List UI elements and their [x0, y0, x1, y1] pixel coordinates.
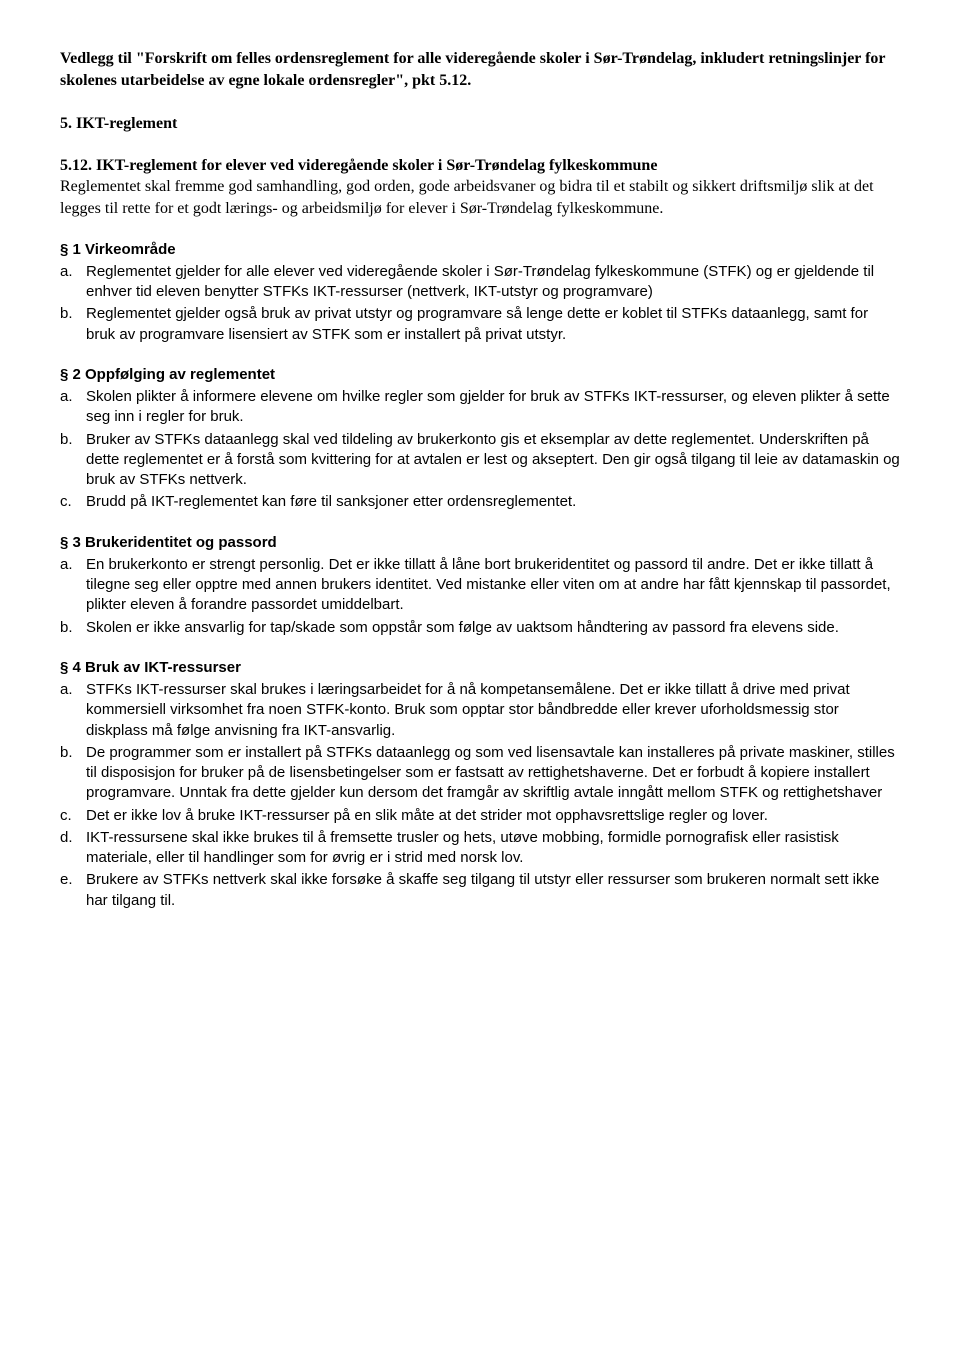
list-item: b.Reglementet gjelder også bruk av priva… [60, 304, 900, 345]
list-text: Brudd på IKT-reglementet kan føre til sa… [86, 492, 900, 512]
list-text: Skolen er ikke ansvarlig for tap/skade s… [86, 618, 900, 638]
list-item: a.Skolen plikter å informere elevene om … [60, 387, 900, 428]
list-item: b.Skolen er ikke ansvarlig for tap/skade… [60, 618, 900, 638]
list-item: c.Brudd på IKT-reglementet kan føre til … [60, 492, 900, 512]
list-marker: a. [60, 387, 86, 428]
s4-heading: § 4 Bruk av IKT-ressurser [60, 658, 900, 678]
s1-heading: § 1 Virkeområde [60, 240, 900, 260]
list-marker: c. [60, 492, 86, 512]
list-item: e.Brukere av STFKs nettverk skal ikke fo… [60, 870, 900, 911]
section512-heading: 5.12. IKT-reglement for elever ved vider… [60, 155, 900, 177]
list-text: En brukerkonto er strengt personlig. Det… [86, 555, 900, 616]
list-text: Det er ikke lov å bruke IKT-ressurser på… [86, 806, 900, 826]
list-item: b.Bruker av STFKs dataanlegg skal ved ti… [60, 430, 900, 491]
list-text: IKT-ressursene skal ikke brukes til å fr… [86, 828, 900, 869]
list-marker: e. [60, 870, 86, 911]
list-marker: b. [60, 430, 86, 491]
list-marker: b. [60, 618, 86, 638]
list-marker: b. [60, 743, 86, 804]
list-text: Reglementet gjelder for alle elever ved … [86, 262, 900, 303]
list-item: a.Reglementet gjelder for alle elever ve… [60, 262, 900, 303]
list-item: a.STFKs IKT-ressurser skal brukes i læri… [60, 680, 900, 741]
list-text: Reglementet gjelder også bruk av privat … [86, 304, 900, 345]
list-item: c.Det er ikke lov å bruke IKT-ressurser … [60, 806, 900, 826]
list-text: Brukere av STFKs nettverk skal ikke fors… [86, 870, 900, 911]
list-item: b.De programmer som er installert på STF… [60, 743, 900, 804]
section5-heading: 5. IKT-reglement [60, 113, 900, 135]
list-marker: a. [60, 555, 86, 616]
list-marker: d. [60, 828, 86, 869]
list-marker: c. [60, 806, 86, 826]
s3-heading: § 3 Brukeridentitet og passord [60, 533, 900, 553]
list-marker: b. [60, 304, 86, 345]
list-text: De programmer som er installert på STFKs… [86, 743, 900, 804]
list-marker: a. [60, 262, 86, 303]
list-item: d.IKT-ressursene skal ikke brukes til å … [60, 828, 900, 869]
intro-text: Reglementet skal fremme god samhandling,… [60, 176, 900, 219]
list-item: a.En brukerkonto er strengt personlig. D… [60, 555, 900, 616]
list-text: Bruker av STFKs dataanlegg skal ved tild… [86, 430, 900, 491]
s2-heading: § 2 Oppfølging av reglementet [60, 365, 900, 385]
list-marker: a. [60, 680, 86, 741]
list-text: STFKs IKT-ressurser skal brukes i læring… [86, 680, 900, 741]
header-title: Vedlegg til "Forskrift om felles ordensr… [60, 48, 900, 91]
list-text: Skolen plikter å informere elevene om hv… [86, 387, 900, 428]
